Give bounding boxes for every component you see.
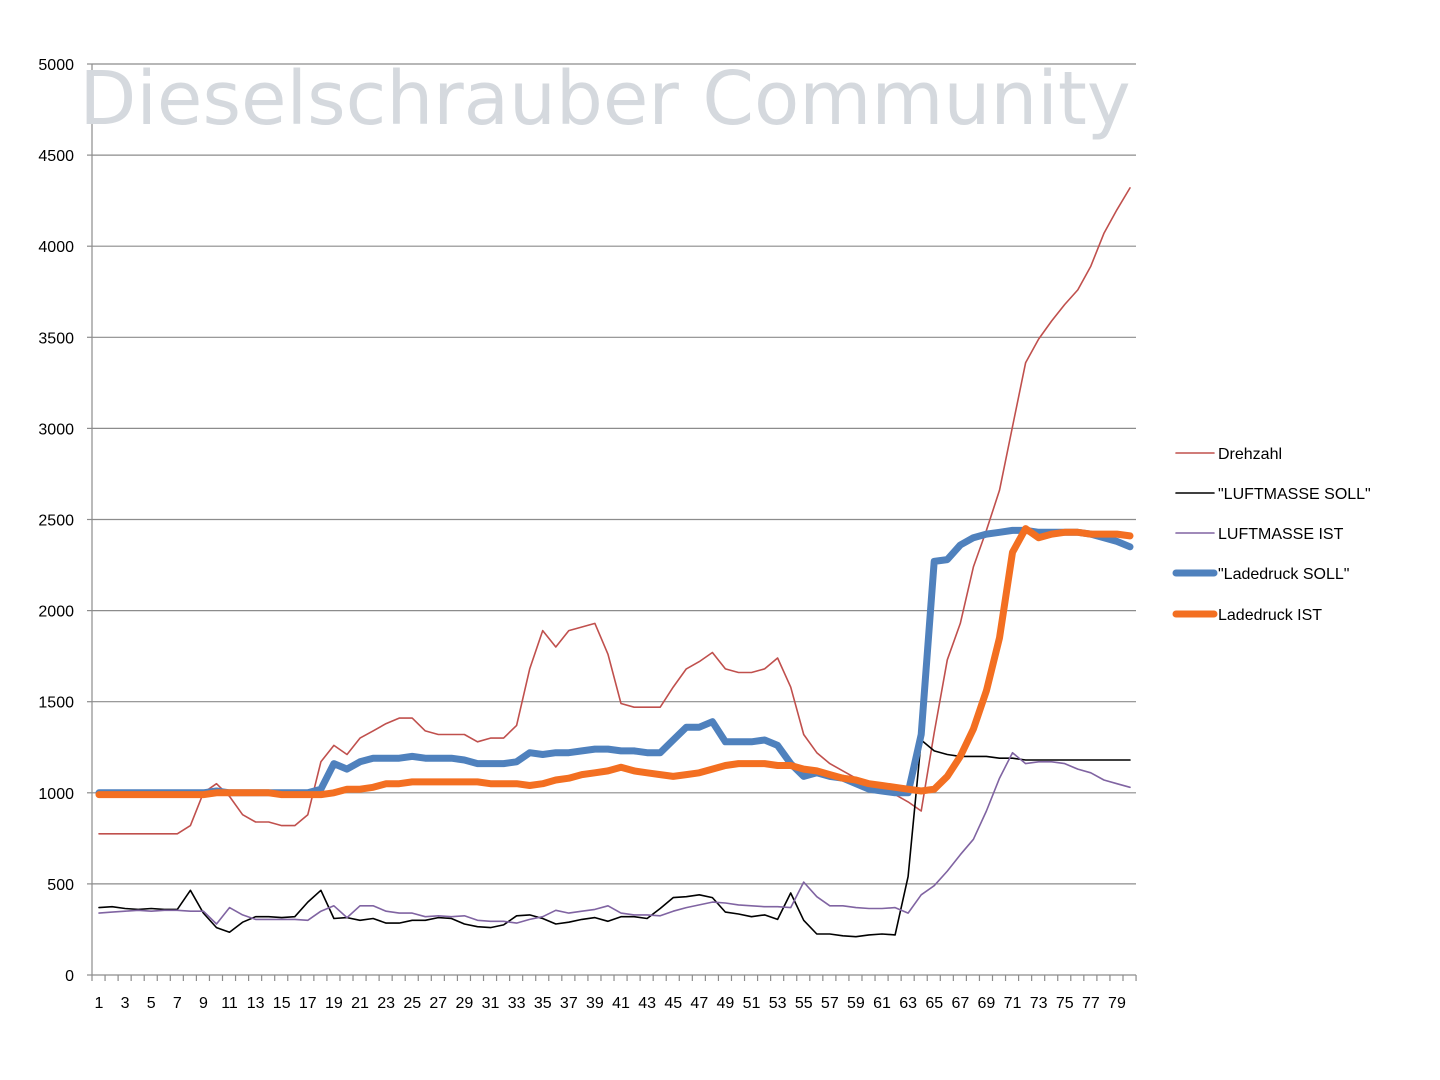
legend-label: LUFTMASSE IST bbox=[1218, 526, 1344, 543]
axes bbox=[91, 64, 1137, 981]
x-tick-label: 29 bbox=[456, 995, 474, 1012]
x-axis-labels: 1 3 5 7 9 11 13 15 17 19 21 23 25 27 29 31 33 35 37 39 41 43 4… bbox=[95, 995, 1126, 1012]
x-tick-label: 9 bbox=[199, 995, 208, 1012]
x-tick-label: 77 bbox=[1082, 995, 1100, 1012]
x-tick-label: 45 bbox=[664, 995, 682, 1012]
series-line bbox=[98, 187, 1131, 835]
y-tick-label: 5000 bbox=[38, 57, 74, 74]
x-tick-label: 19 bbox=[325, 995, 343, 1012]
y-tick-label: 2500 bbox=[38, 513, 74, 530]
x-tick-label: 61 bbox=[873, 995, 891, 1012]
x-tick-label: 65 bbox=[925, 995, 943, 1012]
x-tick-label: 11 bbox=[221, 995, 238, 1012]
watermark-text: Dieselschrauber Community bbox=[79, 56, 1130, 142]
x-tick-label: 7 bbox=[173, 995, 182, 1012]
x-tick-label: 35 bbox=[534, 995, 552, 1012]
x-tick-label: 37 bbox=[560, 995, 578, 1012]
y-tick-label: 1500 bbox=[38, 695, 74, 712]
x-tick-label: 31 bbox=[482, 995, 500, 1012]
x-tick-label: 71 bbox=[1004, 995, 1022, 1012]
x-tick-label: 5 bbox=[147, 995, 156, 1012]
series-line bbox=[95, 525, 1134, 799]
x-tick-label: 47 bbox=[690, 995, 708, 1012]
x-tick-label: 27 bbox=[429, 995, 447, 1012]
y-tick-label: 0 bbox=[65, 968, 74, 985]
x-tick-label: 57 bbox=[821, 995, 839, 1012]
legend-label: Ladedruck IST bbox=[1218, 607, 1322, 624]
x-tick-label: 59 bbox=[847, 995, 865, 1012]
y-tick-label: 1000 bbox=[38, 786, 74, 803]
x-tick-label: 15 bbox=[273, 995, 291, 1012]
x-tick-label: 41 bbox=[612, 995, 630, 1012]
series-line bbox=[98, 751, 1131, 925]
x-tick-label: 63 bbox=[899, 995, 917, 1012]
x-tick-label: 49 bbox=[717, 995, 735, 1012]
x-tick-label: 75 bbox=[1056, 995, 1074, 1012]
x-tick-label: 79 bbox=[1108, 995, 1126, 1012]
x-tick-label: 55 bbox=[795, 995, 813, 1012]
x-tick-label: 21 bbox=[351, 995, 369, 1012]
x-tick-label: 25 bbox=[403, 995, 421, 1012]
x-tick-label: 1 bbox=[95, 995, 104, 1012]
x-tick-label: 33 bbox=[508, 995, 526, 1012]
y-tick-label: 3000 bbox=[38, 421, 74, 438]
x-tick-label: 13 bbox=[247, 995, 265, 1012]
x-tick-label: 53 bbox=[769, 995, 787, 1012]
x-tick-label: 69 bbox=[978, 995, 996, 1012]
x-tick-label: 73 bbox=[1030, 995, 1048, 1012]
y-tick-label: 2000 bbox=[38, 604, 74, 621]
legend-label: Drehzahl bbox=[1218, 446, 1282, 463]
x-tick-label: 51 bbox=[743, 995, 761, 1012]
y-axis-labels: 0 500 1000 1500 2000 2500 3000 3500 4000 4500 5000 bbox=[38, 57, 74, 985]
y-tick-label: 3500 bbox=[38, 330, 74, 347]
x-tick-label: 43 bbox=[638, 995, 656, 1012]
x-tick-label: 23 bbox=[377, 995, 395, 1012]
y-tick-label: 4500 bbox=[38, 148, 74, 165]
gridlines bbox=[87, 63, 1136, 976]
legend: Drehzahl "LUFTMASSE SOLL" LUFTMASSE IST "La… bbox=[1172, 446, 1371, 624]
x-tick-label: 17 bbox=[299, 995, 317, 1012]
legend-label: "LUFTMASSE SOLL" bbox=[1218, 486, 1371, 503]
x-tick-label: 3 bbox=[121, 995, 130, 1012]
y-tick-label: 4000 bbox=[38, 239, 74, 256]
x-tick-label: 39 bbox=[586, 995, 604, 1012]
series-lines bbox=[95, 187, 1134, 938]
x-tick-label: 67 bbox=[951, 995, 969, 1012]
legend-label: "Ladedruck SOLL" bbox=[1218, 566, 1349, 583]
y-tick-label: 500 bbox=[47, 877, 74, 894]
series-line bbox=[95, 526, 1134, 797]
